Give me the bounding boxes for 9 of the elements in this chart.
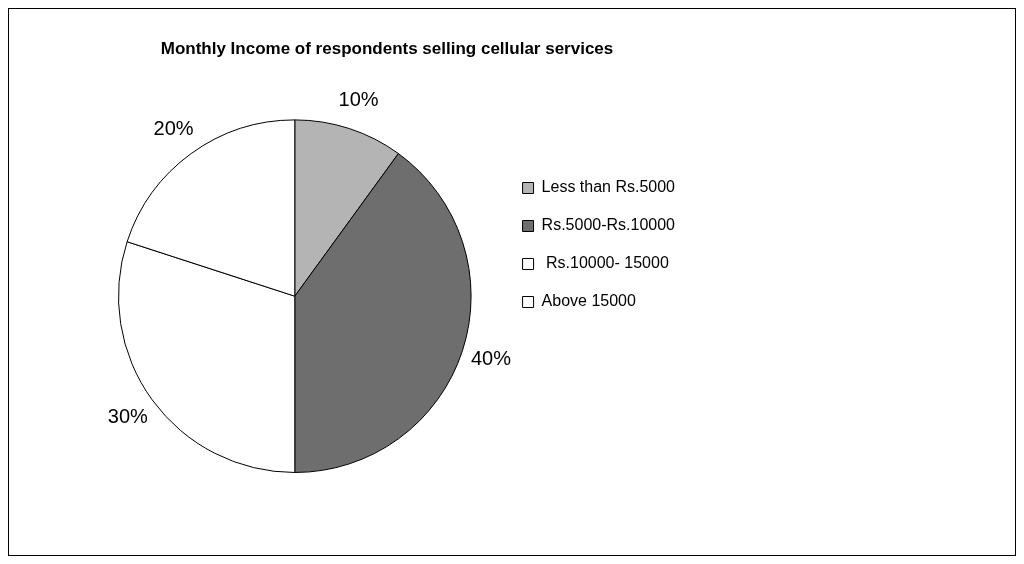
chart-title: Monthly Income of respondents selling cellular services (160, 38, 614, 58)
data-label: 40% (470, 347, 512, 370)
legend-label: Rs.5000-Rs.10000 (541, 216, 676, 234)
legend-label: Rs.10000- 15000 (541, 254, 669, 272)
data-label: 30% (107, 404, 149, 427)
legend-label: Above 15000 (541, 292, 636, 310)
data-label: 10% (338, 87, 379, 110)
data-label: 20% (153, 116, 194, 139)
legend-label: Less than Rs.5000 (541, 178, 676, 196)
